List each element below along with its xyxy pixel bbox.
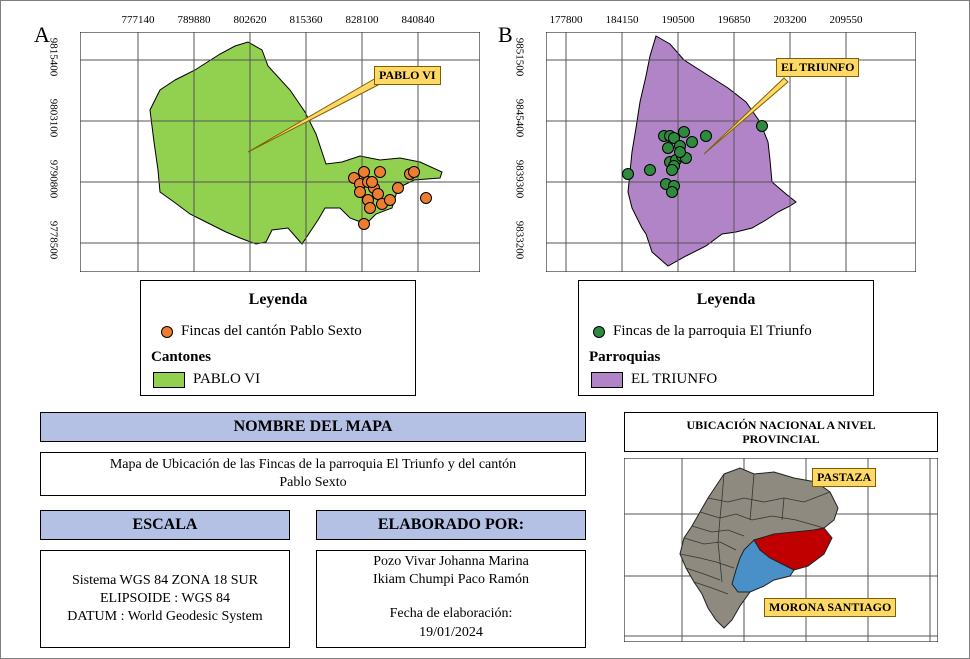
legend-b-point-row: Fincas de la parroquia El Triunfo: [593, 323, 812, 340]
morona-santiago-callout: MORONA SANTIAGO: [764, 598, 897, 617]
finca-point: [662, 142, 674, 154]
legend-a-area-label: PABLO VI: [193, 371, 261, 387]
panel-b-y-tick: 9839300: [513, 159, 526, 199]
panel-b-x-tick: 203200: [773, 14, 807, 26]
finca-point: [756, 120, 768, 132]
finca-point: [678, 126, 690, 138]
nombre-box: Mapa de Ubicación de las Fincas de la pa…: [40, 452, 586, 496]
finca-point: [686, 136, 698, 148]
legend-b-group-title: Parroquias: [589, 349, 661, 365]
finca-point: [364, 202, 376, 214]
elaborado-box: Pozo Vivar Johanna Marina Ikiam Chumpi P…: [316, 550, 586, 648]
el-triunfo-polygon: [627, 35, 797, 267]
ubicacion-title-line-1: UBICACIÓN NACIONAL A NIVEL: [686, 417, 876, 432]
panel-b-x-tick: 177800: [549, 14, 583, 26]
nombre-line-1: Mapa de Ubicación de las Fincas de la pa…: [109, 456, 517, 472]
finca-point: [384, 194, 396, 206]
escala-box: Sistema WGS 84 ZONA 18 SUR ELIPSOIDE : W…: [40, 550, 290, 648]
ubicacion-title: UBICACIÓN NACIONAL A NIVEL PROVINCIAL: [624, 412, 938, 452]
finca-point: [374, 166, 386, 178]
legend-a-group-title: Cantones: [151, 349, 212, 365]
panel-a-x-tick: 828100: [345, 14, 379, 26]
finca-point: [700, 130, 712, 142]
panel-b-x-tick: 196850: [717, 14, 751, 26]
ecuador-province-borders: [679, 473, 831, 595]
finca-point: [674, 146, 686, 158]
legend-b-area-row: EL TRIUNFO: [591, 371, 717, 388]
panel-b-y-tick: 9833200: [513, 220, 526, 260]
legend-a-point-label: Fincas del cantón Pablo Sexto: [181, 323, 362, 339]
legend-a: Leyenda Fincas del cantón Pablo Sexto Ca…: [140, 280, 416, 396]
panel-a-y-tick: 9803100: [47, 98, 60, 138]
nombre-line-2: Pablo Sexto: [279, 475, 347, 490]
escala-line-3: DATUM : World Geodesic System: [67, 609, 263, 625]
elaborado-date: 19/01/2024: [419, 624, 483, 640]
panel-b-letter: B: [498, 22, 513, 47]
finca-point: [358, 166, 370, 178]
elaborado-author-2: Ikiam Chumpi Paco Ramón: [373, 572, 529, 588]
finca-point: [358, 218, 370, 230]
pablo-vi-callout: PABLO VI: [374, 66, 441, 85]
escala-line-1: Sistema WGS 84 ZONA 18 SUR: [71, 572, 259, 588]
legend-a-title: Leyenda: [248, 291, 308, 308]
finca-point: [666, 186, 678, 198]
legend-b-point-label: Fincas de la parroquia El Triunfo: [613, 323, 812, 339]
finca-point: [668, 132, 680, 144]
legend-b-area-swatch: [591, 371, 623, 388]
panel-a-letter: A: [34, 22, 50, 47]
panel-a-x-tick: 789880: [177, 14, 211, 26]
pastaza-callout: PASTAZA: [812, 468, 877, 487]
panel-a-y-tick: 9815400: [47, 37, 60, 77]
finca-point: [622, 168, 634, 180]
morona-santiago-province: [731, 539, 795, 593]
legend-b-title: Leyenda: [696, 291, 756, 308]
elaborado-header: ELABORADO POR:: [316, 510, 586, 540]
nombre-header: NOMBRE DEL MAPA: [40, 412, 586, 442]
panel-a-points: [348, 166, 432, 230]
panel-a-x-tick: 815360: [289, 14, 323, 26]
finca-point: [420, 192, 432, 204]
legend-b: Leyenda Fincas de la parroquia El Triunf…: [578, 280, 874, 396]
finca-point: [392, 182, 404, 194]
finca-point: [644, 164, 656, 176]
elaborado-author-1: Pozo Vivar Johanna Marina: [373, 554, 529, 569]
panel-b-y-tick: 9845400: [513, 98, 526, 138]
panel-b-points: [622, 120, 768, 198]
legend-a-point-row: Fincas del cantón Pablo Sexto: [161, 323, 362, 340]
legend-a-area-swatch: [153, 371, 185, 388]
finca-point: [354, 186, 366, 198]
escala-line-2: ELIPSOIDE : WGS 84: [99, 590, 231, 606]
ubicacion-title-line-2: PROVINCIAL: [742, 432, 820, 446]
legend-b-point-symbol: [593, 325, 605, 338]
panel-a-y-tick: 9790800: [47, 159, 60, 199]
panel-b-x-tick: 184150: [605, 14, 639, 26]
escala-header: ESCALA: [40, 510, 290, 540]
panel-a-x-tick: 840840: [401, 14, 435, 26]
panel-a-x-tick: 802620: [233, 14, 267, 26]
pablo-vi-polygon: [149, 41, 443, 245]
panel-a-y-tick: 9778500: [47, 220, 60, 260]
el-triunfo-callout: EL TRIUNFO: [776, 58, 860, 77]
panel-a-x-tick: 777140: [121, 14, 155, 26]
legend-a-point-symbol: [161, 325, 173, 338]
finca-point: [372, 188, 384, 200]
legend-b-area-label: EL TRIUNFO: [631, 371, 718, 387]
elaborado-date-label: Fecha de elaboración:: [389, 606, 513, 622]
panel-b-y-tick: 9851500: [513, 37, 526, 77]
panel-b-map: [546, 32, 916, 272]
panel-b-x-tick: 190500: [661, 14, 695, 26]
finca-point: [366, 176, 378, 188]
finca-point: [666, 164, 678, 176]
el-triunfo-callout-pointer: [703, 77, 789, 155]
finca-point: [408, 166, 420, 178]
legend-a-area-row: PABLO VI: [153, 371, 260, 388]
panel-b-x-tick: 209550: [829, 14, 863, 26]
